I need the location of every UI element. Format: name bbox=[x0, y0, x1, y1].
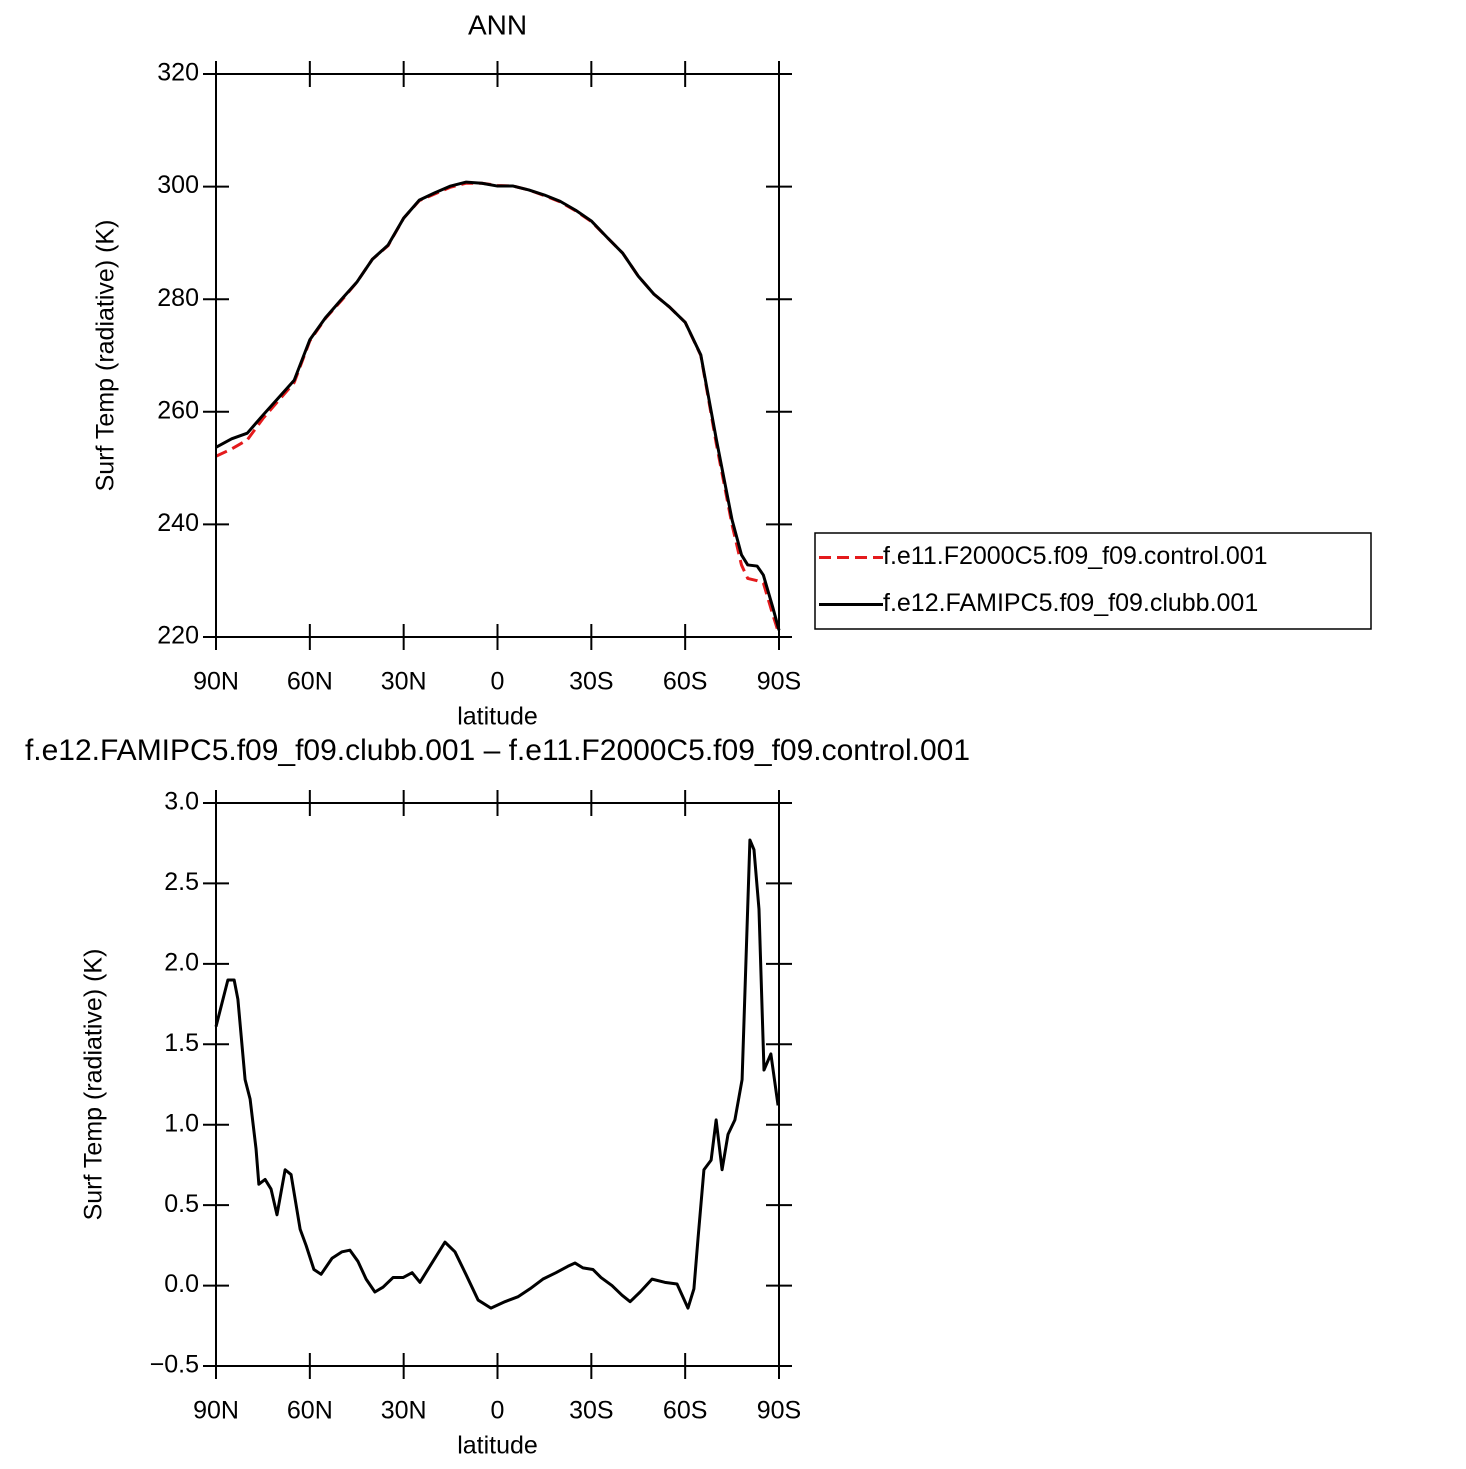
x-tick-label: 30S bbox=[569, 1397, 613, 1425]
y-tick-label: 240 bbox=[157, 509, 199, 537]
x-tick-label: 90S bbox=[757, 668, 801, 696]
x-tick-label: 90N bbox=[193, 1397, 239, 1425]
data-line bbox=[215, 180, 781, 631]
chart-title: ANN bbox=[468, 9, 527, 40]
legend-label: f.e11.F2000C5.f09_f09.control.001 bbox=[883, 542, 1268, 570]
y-tick-label: 0.5 bbox=[164, 1190, 199, 1218]
y-tick-label: 1.0 bbox=[164, 1109, 199, 1137]
x-tick-label: 0 bbox=[491, 668, 505, 696]
y-axis-label: Surf Temp (radiative) (K) bbox=[92, 220, 120, 492]
x-tick-label: 60N bbox=[287, 668, 333, 696]
x-tick-label: 60S bbox=[663, 668, 707, 696]
y-axis-label: Surf Temp (radiative) (K) bbox=[80, 949, 108, 1221]
y-tick-label: 260 bbox=[157, 396, 199, 424]
plot-frame bbox=[215, 802, 780, 1367]
y-tick-label: 280 bbox=[157, 284, 199, 312]
panel: ANN latitude Surf Temp (radiative) (K) 220 2… bbox=[92, 9, 1372, 731]
y-tick-label: 300 bbox=[157, 171, 199, 199]
chart-title: f.e12.FAMIPC5.f09_f09.clubb.001 – f.e11.… bbox=[25, 734, 970, 767]
x-tick-label: 0 bbox=[491, 1397, 505, 1425]
y-tick-label: 0.0 bbox=[164, 1270, 199, 1298]
y-tick-label: 2.5 bbox=[164, 868, 199, 896]
y-tick-label: 3.0 bbox=[164, 788, 199, 816]
x-tick-label: 90S bbox=[757, 1397, 801, 1425]
legend: f.e11.F2000C5.f09_f09.control.001 f.e12.F… bbox=[814, 532, 1372, 630]
panel: f.e12.FAMIPC5.f09_f09.clubb.001 – f.e11.… bbox=[25, 734, 970, 1460]
x-tick-label: 30S bbox=[569, 668, 613, 696]
y-tick-label: 2.0 bbox=[164, 948, 199, 976]
plot-frame bbox=[215, 73, 780, 638]
data-line bbox=[215, 181, 781, 635]
x-axis-label: latitude bbox=[457, 1432, 538, 1460]
y-tick-label: 320 bbox=[157, 59, 199, 87]
x-tick-label: 30N bbox=[381, 668, 427, 696]
x-tick-label: 60N bbox=[287, 1397, 333, 1425]
x-axis-label: latitude bbox=[457, 703, 538, 731]
legend-box bbox=[814, 532, 1372, 630]
y-tick-label: −0.5 bbox=[150, 1351, 199, 1379]
y-tick-label: 220 bbox=[157, 622, 199, 650]
x-tick-label: 60S bbox=[663, 1397, 707, 1425]
x-tick-label: 90N bbox=[193, 668, 239, 696]
y-tick-label: 1.5 bbox=[164, 1029, 199, 1057]
x-tick-label: 30N bbox=[381, 1397, 427, 1425]
data-line bbox=[214, 838, 780, 1310]
legend-label: f.e12.FAMIPC5.f09_f09.clubb.001 bbox=[883, 589, 1258, 617]
